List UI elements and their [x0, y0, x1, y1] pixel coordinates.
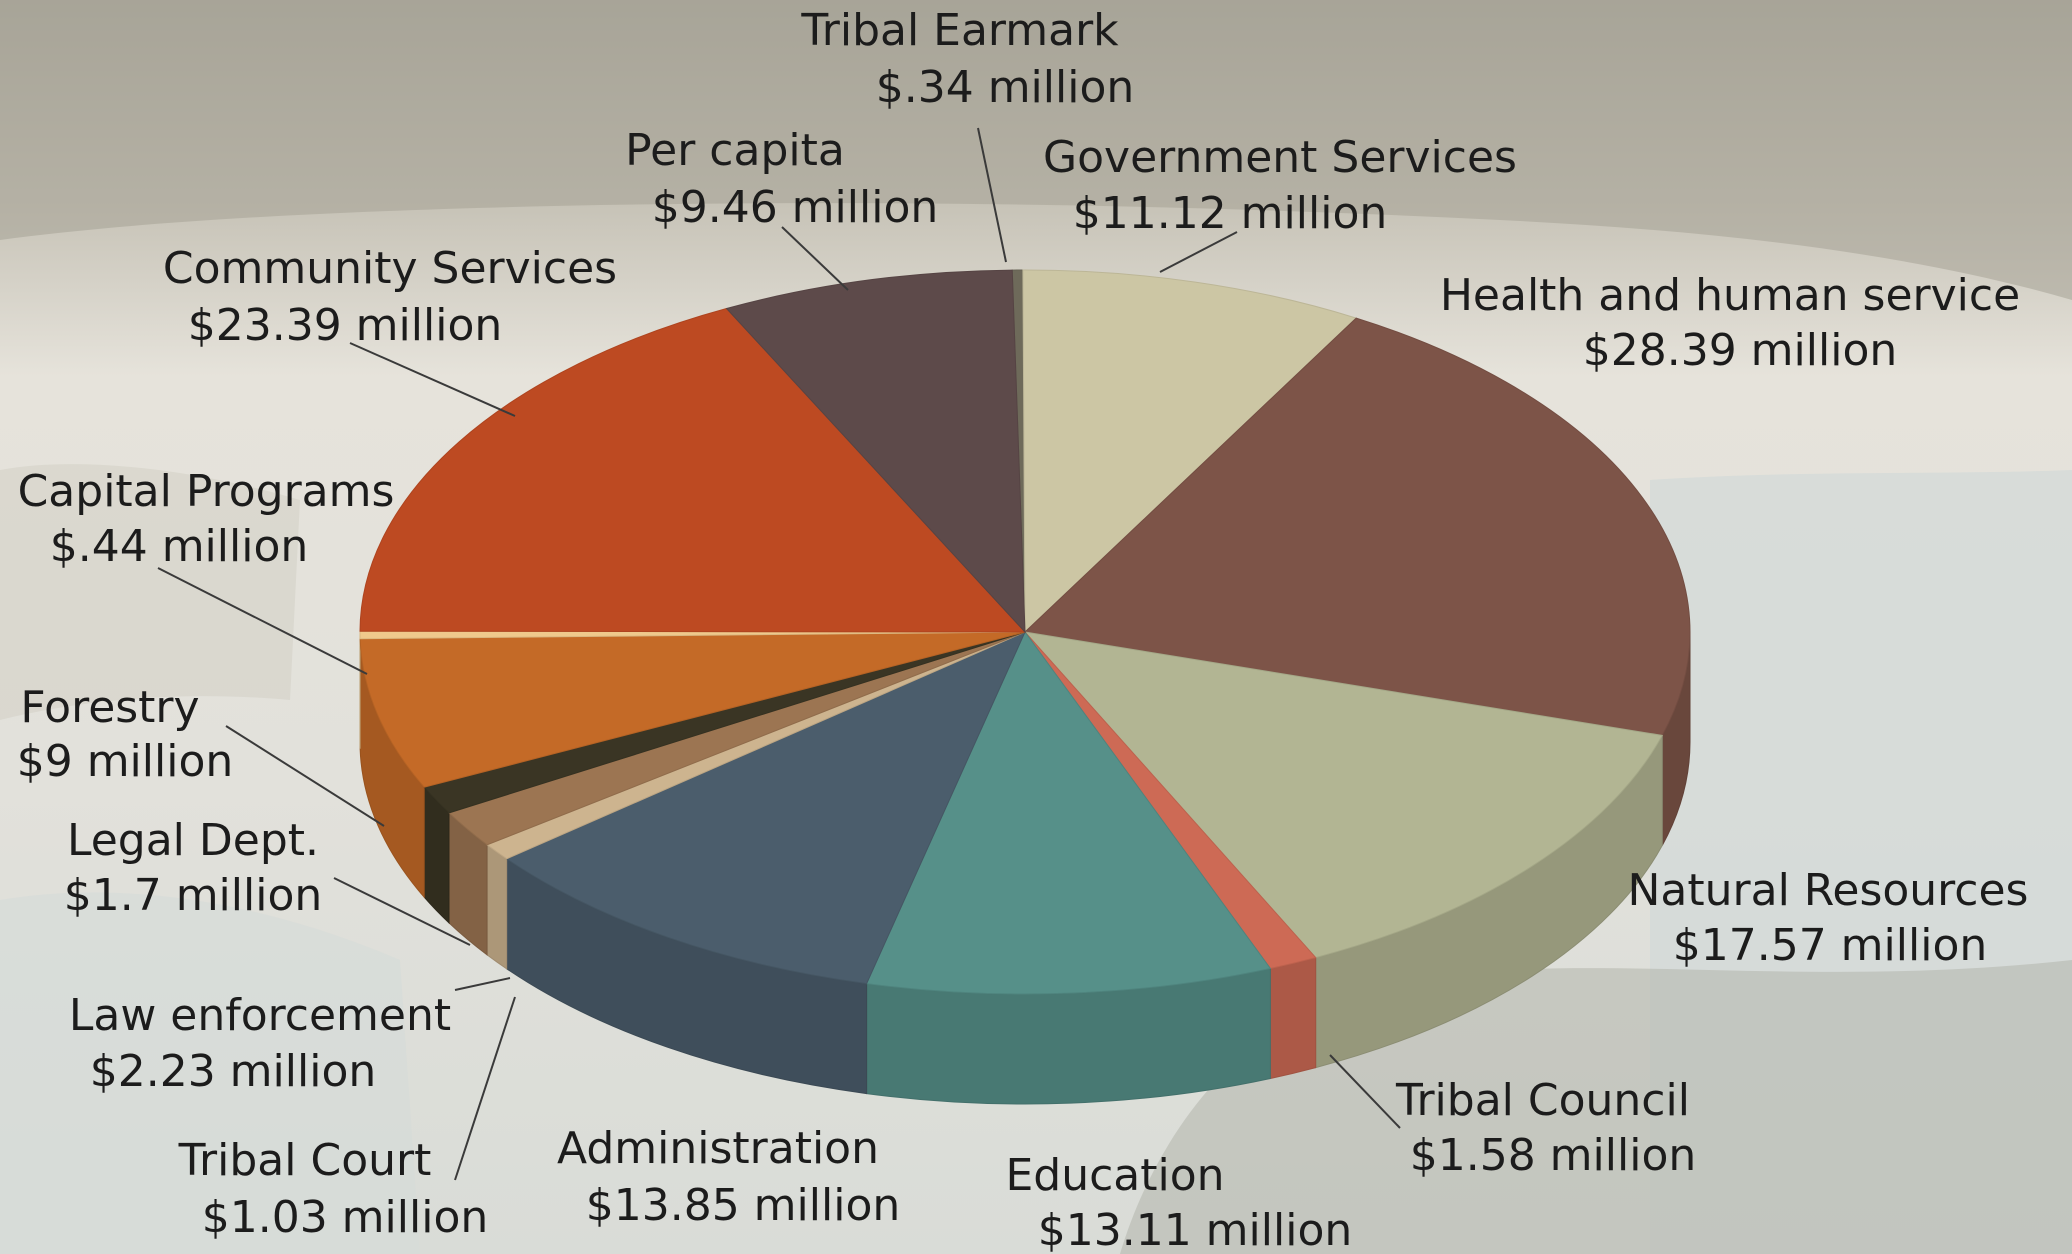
label-administration: Administration	[557, 1123, 879, 1174]
value-label-tribal-earmark: $.34 million	[876, 62, 1135, 113]
value-label-capital-programs: $.44 million	[50, 521, 309, 572]
value-label-legal-dept: $1.7 million	[64, 870, 323, 921]
pie-side-tribal-council	[1270, 958, 1315, 1079]
value-label-education: $13.11 million	[1038, 1205, 1353, 1254]
label-legal-dept: Legal Dept.	[67, 815, 319, 866]
label-tribal-court: Tribal Court	[178, 1135, 432, 1186]
value-label-forestry: $9 million	[17, 736, 234, 787]
label-education: Education	[1005, 1150, 1224, 1201]
pie-group	[360, 270, 1690, 1104]
value-label-government-services: $11.12 million	[1073, 188, 1388, 239]
label-tribal-council: Tribal Council	[1395, 1075, 1690, 1126]
value-label-per-capita: $9.46 million	[652, 182, 939, 233]
label-health-and-human-service: Health and human service	[1440, 270, 2020, 321]
value-label-natural-resources: $17.57 million	[1673, 920, 1988, 971]
label-law-enforcement: Law enforcement	[69, 990, 451, 1041]
value-label-health-and-human-service: $28.39 million	[1583, 325, 1898, 376]
label-capital-programs: Capital Programs	[18, 466, 395, 517]
label-forestry: Forestry	[20, 682, 199, 733]
pie-side-tribal-court	[487, 845, 507, 969]
value-label-community-services: $23.39 million	[188, 300, 503, 351]
label-natural-resources: Natural Resources	[1628, 865, 2029, 916]
value-label-law-enforcement: $2.23 million	[90, 1046, 377, 1097]
value-label-administration: $13.85 million	[586, 1180, 901, 1231]
label-tribal-earmark: Tribal Earmark	[800, 5, 1119, 56]
label-per-capita: Per capita	[625, 125, 845, 176]
label-community-services: Community Services	[163, 243, 617, 294]
value-label-tribal-court: $1.03 million	[202, 1192, 489, 1243]
value-label-tribal-council: $1.58 million	[1410, 1130, 1697, 1181]
label-government-services: Government Services	[1043, 132, 1517, 183]
